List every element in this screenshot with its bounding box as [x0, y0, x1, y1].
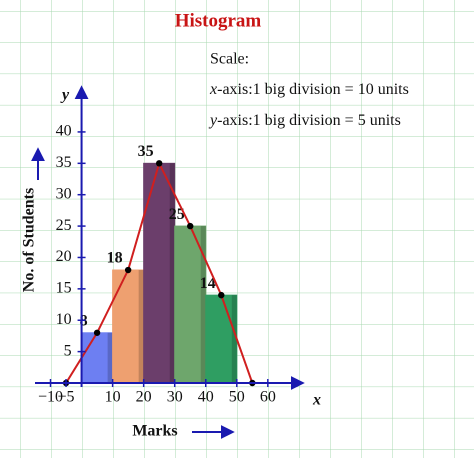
y-tick-label: 40 [56, 123, 72, 140]
bar-shade [107, 332, 113, 383]
x-tick-label: 60 [260, 389, 276, 406]
scale-y-var: y [208, 112, 218, 129]
scale-heading: Scale: [210, 51, 249, 68]
scale-x: x-axis:1 big division = 10 units [209, 81, 409, 98]
y-axis-label: No. of Students [21, 188, 38, 292]
x-tick-label: 40 [198, 389, 214, 406]
bar [81, 332, 114, 384]
bar-shade [231, 295, 237, 383]
x-tick-label: −5 [58, 389, 75, 406]
value-label: 14 [200, 275, 216, 292]
scale-y: y-axis:1 big division = 5 units [208, 112, 401, 129]
chart-title: Histogram [175, 10, 262, 31]
y-tick-label: 30 [56, 185, 72, 202]
x-tick-label: 20 [136, 389, 152, 406]
scale-y-text: -axis:1 big division = 5 units [217, 112, 401, 129]
polygon-point [155, 160, 163, 167]
bar-shade [169, 163, 175, 383]
y-tick-label: 25 [56, 217, 72, 234]
y-tick-label: 20 [56, 248, 72, 265]
bar-shade [200, 226, 206, 383]
value-label: 18 [107, 250, 123, 267]
scale-x-text: -axis:1 big division = 10 units [217, 81, 409, 98]
y-tick-label: 5 [64, 342, 72, 359]
bar-shade [138, 270, 144, 383]
y-tick-label: 10 [56, 311, 72, 328]
x-axis-name: x [312, 392, 321, 409]
polygon-point [218, 291, 225, 299]
value-label: 25 [169, 206, 185, 223]
y-tick-label: 15 [56, 280, 72, 297]
polygon-point [124, 266, 132, 274]
scale-x-var: x [209, 81, 217, 98]
polygon-point [187, 222, 194, 230]
x-tick-label: 30 [167, 389, 183, 406]
x-tick-label: −10 [38, 389, 63, 406]
y-axis-name: y [60, 87, 70, 104]
y-tick-label: 35 [56, 154, 72, 171]
x-axis-label: Marks [132, 423, 177, 440]
polygon-point [93, 329, 101, 336]
x-tick-label: 50 [229, 389, 245, 406]
x-tick-label: 10 [105, 389, 121, 406]
value-label: 35 [138, 143, 154, 160]
